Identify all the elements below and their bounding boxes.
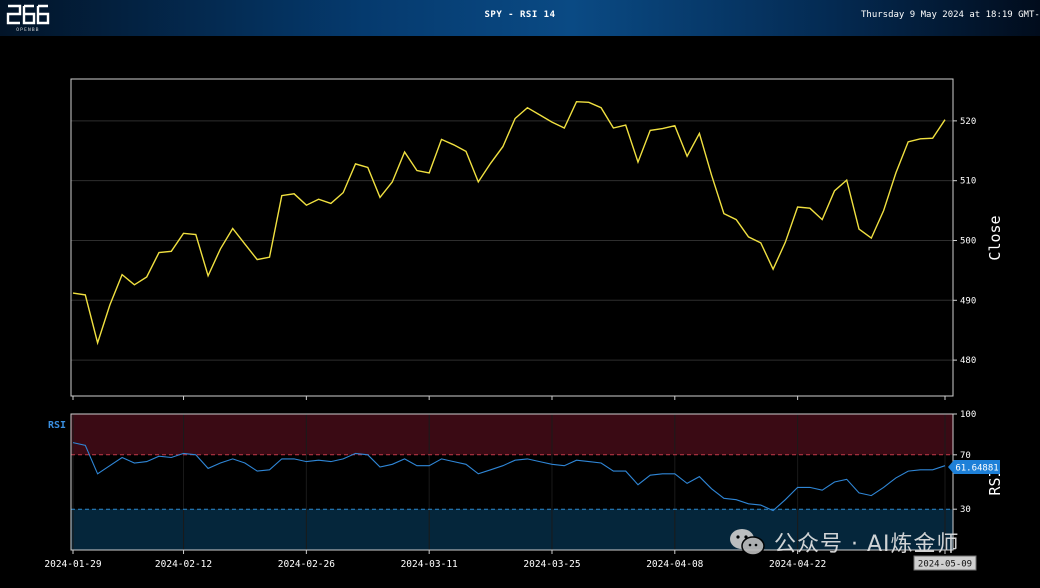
close-price-line xyxy=(72,100,946,346)
x-tick-label: 2024-04-22 xyxy=(769,559,826,570)
x-tick-label: 2024-03-11 xyxy=(401,559,458,570)
rsi-last-value-badge: 61.64881 xyxy=(948,460,1000,474)
close-axis-label: Close xyxy=(986,215,1004,260)
price-tick-label: 490 xyxy=(960,296,976,306)
price-tick-label: 510 xyxy=(960,177,976,187)
rsi-tick-label: 30 xyxy=(960,505,971,515)
rsi-last-value: 61.64881 xyxy=(955,464,998,474)
watermark-text: 公众号 · AI炼金师 xyxy=(774,532,960,557)
x-tick-label: 2024-04-08 xyxy=(646,559,703,570)
price-panel-frame xyxy=(70,78,954,397)
x-tick-label: 2024-02-12 xyxy=(155,559,212,570)
price-tick-label: 500 xyxy=(960,236,976,246)
rsi-panel: 30 70 100 RSI RSI 61.64881 xyxy=(48,410,1004,551)
x-tick-label: 2024-01-29 xyxy=(44,559,101,570)
openbb-logo: OPENBB xyxy=(6,4,50,33)
x-tick-label: 2024-03-25 xyxy=(523,559,580,570)
oversold-zone xyxy=(71,509,953,550)
price-tick-label: 520 xyxy=(960,117,976,127)
rsi-panel-label: RSI xyxy=(48,420,66,431)
rsi-tick-label: 70 xyxy=(960,451,971,461)
logo-text: OPENBB xyxy=(16,27,39,33)
overbought-zone xyxy=(71,414,953,455)
rsi-line xyxy=(72,442,946,512)
rsi-panel-frame xyxy=(70,413,954,551)
last-date-label: 2024-05-09 xyxy=(918,560,972,570)
price-tick-label: 480 xyxy=(960,356,976,366)
wechat-icon xyxy=(730,529,765,556)
x-tick-label: 2024-02-26 xyxy=(278,559,335,570)
rsi-axis-label: RSI xyxy=(986,468,1004,495)
rsi-tick-label: 100 xyxy=(960,410,976,420)
chart-title: SPY - RSI 14 xyxy=(484,10,556,20)
header-bar: OPENBB SPY - RSI 14 Thursday 9 May 2024 … xyxy=(0,0,1040,36)
last-date-badge: 2024-05-09 xyxy=(913,555,977,571)
price-panel: 480 490 500 510 520 Close xyxy=(70,78,1004,397)
timestamp: Thursday 9 May 2024 at 18:19 GMT-7 xyxy=(861,10,1040,20)
watermark: 公众号 · AI炼金师 xyxy=(728,526,960,558)
